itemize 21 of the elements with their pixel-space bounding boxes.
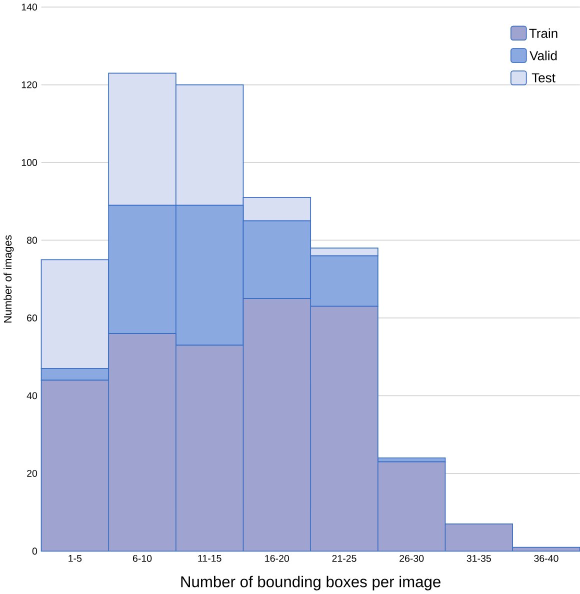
y-tick-label: 40: [26, 392, 37, 400]
y-tick-label: 20: [26, 470, 37, 477]
x-tick-label: 11-15: [198, 554, 222, 562]
y-tick-label: 0: [32, 548, 37, 555]
x-axis-title: Number of bounding boxes per image: [181, 576, 440, 590]
x-tick-label: 16-20: [265, 554, 289, 562]
y-tick-label: 140: [22, 4, 37, 11]
x-tick-label: 21-25: [332, 554, 356, 562]
x-tick-label: 31-35: [466, 554, 491, 562]
x-tick-label: 26-30: [399, 554, 424, 562]
y-axis-title: Number of images: [3, 235, 14, 323]
x-tick-label: 1-5: [68, 554, 82, 562]
y-tick-label: 120: [22, 81, 37, 88]
legend-label: Test: [532, 73, 556, 82]
y-tick-label: 100: [22, 159, 37, 166]
legend-label: Train: [529, 28, 558, 38]
y-tick-label: 80: [26, 236, 37, 244]
y-tick-label: 60: [26, 314, 37, 322]
x-tick-label: 6-10: [132, 554, 152, 562]
legend-label: Valid: [529, 50, 557, 60]
x-tick-label: 36-40: [534, 554, 558, 562]
